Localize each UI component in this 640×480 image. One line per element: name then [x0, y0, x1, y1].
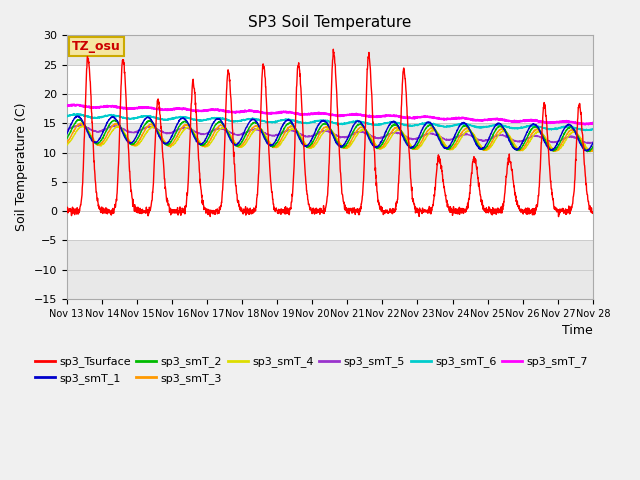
- Title: SP3 Soil Temperature: SP3 Soil Temperature: [248, 15, 412, 30]
- Bar: [67, 123, 593, 182]
- Text: TZ_osu: TZ_osu: [72, 40, 121, 53]
- Bar: [67, 36, 593, 65]
- X-axis label: Time: Time: [562, 324, 593, 337]
- Y-axis label: Soil Temperature (C): Soil Temperature (C): [15, 103, 28, 231]
- Legend: sp3_Tsurface, sp3_smT_1, sp3_smT_2, sp3_smT_3, sp3_smT_4, sp3_smT_5, sp3_smT_6, : sp3_Tsurface, sp3_smT_1, sp3_smT_2, sp3_…: [30, 352, 592, 388]
- Bar: [67, 240, 593, 299]
